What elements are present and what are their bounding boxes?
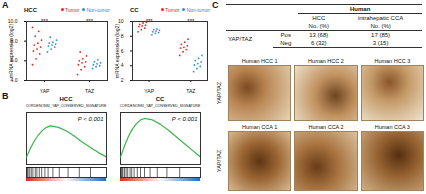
svg-text:6.0: 6.0 xyxy=(10,57,18,64)
html-text:C: C xyxy=(212,0,219,10)
html-text:intrahepatic CCA: intrahepatic CCA xyxy=(357,14,404,21)
html-text:Pos: Pos xyxy=(280,31,291,38)
svg-text:10.0: 10.0 xyxy=(8,18,18,24)
svg-text:***: *** xyxy=(187,18,195,24)
svg-text:mRNA expression (log2): mRNA expression (log2) xyxy=(8,24,14,79)
svg-text:TAZ: TAZ xyxy=(186,88,195,94)
svg-text:***: *** xyxy=(41,18,49,24)
html-text:Tumor: Tumor xyxy=(165,6,180,13)
svg-text:8: 8 xyxy=(121,33,124,39)
html-text:HCC: HCC xyxy=(312,14,326,21)
svg-text:YAP: YAP xyxy=(144,88,154,94)
html-text:Human HCC 2: Human HCC 2 xyxy=(308,58,344,64)
html-text:Human CCA 1: Human CCA 1 xyxy=(242,124,278,130)
html-text:17 (85): 17 (85) xyxy=(371,31,391,38)
svg-text:YAP: YAP xyxy=(40,88,50,94)
html-text:No. (%): No. (%) xyxy=(308,22,329,29)
svg-text:4: 4 xyxy=(121,62,124,68)
html-text:Non-tumor: Non-tumor xyxy=(86,6,110,13)
html-text:3 (15): 3 (15) xyxy=(372,39,389,46)
svg-text:4.0: 4.0 xyxy=(10,77,18,84)
html-text:Human HCC 3: Human HCC 3 xyxy=(374,58,411,64)
html-text:13 (68): 13 (68) xyxy=(309,31,329,38)
html-text:CORDENONSI_YAP_CONSERVED_SIGNA: CORDENONSI_YAP_CONSERVED_SIGNATURE xyxy=(119,104,201,108)
svg-text:2: 2 xyxy=(121,77,124,83)
svg-text:10: 10 xyxy=(118,18,124,24)
svg-text:***: *** xyxy=(86,18,94,24)
html-text:Human CCA 2: Human CCA 2 xyxy=(308,124,344,130)
html-text:HCC: HCC xyxy=(59,96,73,102)
html-text:Neg: Neg xyxy=(280,39,292,46)
html-text:Human HCC 1: Human HCC 1 xyxy=(241,58,278,64)
html-text:B: B xyxy=(2,91,9,101)
svg-text:***: *** xyxy=(146,18,154,24)
html-text:No. (%): No. (%) xyxy=(370,22,391,29)
html-text:Tumor: Tumor xyxy=(65,6,80,13)
svg-text:8.0: 8.0 xyxy=(10,37,18,44)
html-text:6 (32): 6 (32) xyxy=(310,39,327,46)
html-text:Human: Human xyxy=(350,5,371,12)
html-text:CC: CC xyxy=(155,96,165,102)
html-text:A: A xyxy=(2,0,9,10)
svg-text:P < 0.001: P < 0.001 xyxy=(172,116,198,122)
html-text:YAP/TAZ: YAP/TAZ xyxy=(216,82,222,105)
html-text:Non-tumor: Non-tumor xyxy=(186,6,210,13)
html-text:YAP/TAZ: YAP/TAZ xyxy=(228,35,253,42)
svg-text:TAZ: TAZ xyxy=(85,88,94,94)
svg-text:6: 6 xyxy=(121,48,124,54)
html-text:CORDENONSI_YAP_CONSERVED_SIGNA: CORDENONSI_YAP_CONSERVED_SIGNATURE xyxy=(25,104,107,108)
html-text:YAP/TAZ: YAP/TAZ xyxy=(216,150,222,173)
svg-text:P < 0.001: P < 0.001 xyxy=(78,116,104,122)
html-text:CC: CC xyxy=(130,6,139,13)
html-text:Human CCA 3: Human CCA 3 xyxy=(374,124,410,130)
html-text:HCC: HCC xyxy=(24,6,37,13)
svg-text:mRNA expression (log2): mRNA expression (log2) xyxy=(114,24,120,79)
